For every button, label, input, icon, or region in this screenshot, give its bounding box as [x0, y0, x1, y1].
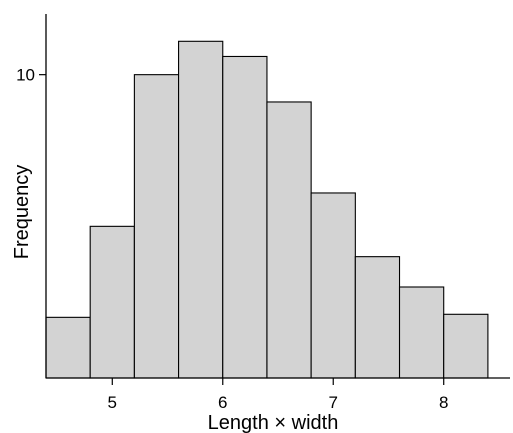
- x-tick-label: 5: [108, 393, 117, 412]
- x-tick-label: 7: [329, 393, 338, 412]
- y-tick-label: 10: [16, 66, 35, 85]
- histogram-bar: [354, 256, 401, 379]
- histogram-bar: [398, 286, 445, 379]
- x-tick-label: 8: [439, 393, 448, 412]
- histogram-bar: [45, 316, 91, 379]
- histogram-bar: [133, 74, 180, 379]
- x-axis-label: Length × width: [208, 412, 339, 433]
- y-ticks: 10: [16, 66, 46, 85]
- histogram-bar: [89, 225, 135, 379]
- histogram-bar: [222, 55, 268, 379]
- histogram-bar: [310, 192, 356, 379]
- histogram-bar: [266, 101, 312, 379]
- x-tick-label: 6: [218, 393, 227, 412]
- histogram-bars: [45, 40, 489, 379]
- histogram-bar: [178, 40, 224, 379]
- y-axis-label: Frequency: [11, 165, 33, 260]
- x-ticks: 5 6 7 8: [108, 378, 448, 412]
- histogram-bar: [443, 313, 489, 379]
